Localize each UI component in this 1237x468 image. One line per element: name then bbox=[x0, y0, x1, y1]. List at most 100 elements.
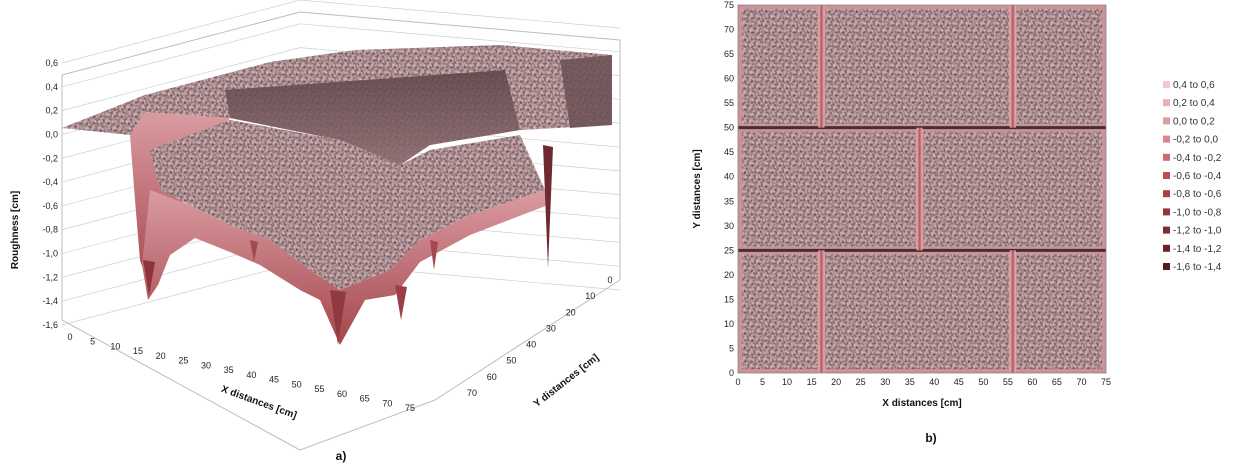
x-tick-label: 35 bbox=[905, 377, 915, 387]
y-tick-label: 0 bbox=[607, 275, 612, 285]
floor-frame bbox=[299, 279, 621, 451]
legend-swatch bbox=[1163, 263, 1170, 270]
x-tick-label: 15 bbox=[133, 346, 143, 356]
x-tick-label: 0 bbox=[67, 332, 72, 342]
z-tick-label: 0,0 bbox=[45, 129, 58, 139]
y-tick-label: 40 bbox=[724, 172, 734, 182]
z-tick-label: -1,4 bbox=[42, 296, 58, 306]
y-tick-label: 15 bbox=[724, 294, 734, 304]
heatmap-frame bbox=[737, 4, 1107, 374]
z-tick-label: -0,8 bbox=[42, 225, 58, 235]
x-tick-label: 40 bbox=[246, 370, 256, 380]
legend-swatch bbox=[1163, 172, 1170, 179]
y-axis-ticks: 0 10 20 30 40 50 60 70 bbox=[467, 275, 613, 398]
x-tick-label: 25 bbox=[856, 377, 866, 387]
z-gridline bbox=[299, 0, 621, 29]
z-tick-label: -0,6 bbox=[42, 201, 58, 211]
legend-label: -1,6 to -1,4 bbox=[1173, 262, 1222, 273]
z-tick-label: -1,2 bbox=[42, 272, 58, 282]
x-tick-label: 60 bbox=[337, 389, 347, 399]
x-tick-label: 45 bbox=[954, 377, 964, 387]
vertical-joint bbox=[818, 250, 825, 373]
y-tick-label: 65 bbox=[724, 49, 734, 59]
z-axis-label: Roughness [cm] bbox=[10, 191, 21, 269]
y-tick-label: 50 bbox=[506, 356, 516, 366]
y-tick-label: 20 bbox=[724, 270, 734, 280]
legend-swatch bbox=[1163, 190, 1170, 198]
legend-label: -1,2 to -1,0 bbox=[1173, 226, 1222, 237]
legend-label: -1,4 to -1,2 bbox=[1173, 244, 1222, 255]
x-tick-label: 55 bbox=[314, 384, 324, 394]
y-tick-label: 70 bbox=[724, 25, 734, 35]
y-tick-label: 70 bbox=[467, 388, 477, 398]
z-tick-label: 0,6 bbox=[45, 58, 58, 68]
legend-swatch bbox=[1163, 153, 1170, 161]
z-tick-label: -0,2 bbox=[42, 153, 58, 163]
z-tick-label: -1,6 bbox=[42, 320, 58, 330]
heatmap-plot: 0 5 10 15 20 25 30 35 40 45 50 55 60 65 70 75 0 5 10 15 20 2… bbox=[692, 0, 1222, 445]
y-tick-label: 5 bbox=[729, 343, 734, 353]
x-tick-label: 0 bbox=[735, 377, 740, 387]
legend: 0,4 to 0,6 0,2 to 0,4 0,0 to 0,2 -0,2 to 0,… bbox=[1163, 80, 1222, 273]
legend-label: -1,0 to -0,8 bbox=[1173, 207, 1222, 218]
legend-label: -0,6 to -0,4 bbox=[1173, 171, 1222, 182]
x-tick-label: 35 bbox=[224, 365, 234, 375]
legend-swatch bbox=[1163, 244, 1170, 252]
back-wall-frame bbox=[61, 11, 621, 76]
x-tick-label: 5 bbox=[90, 337, 95, 347]
x-tick-label: 15 bbox=[807, 377, 817, 387]
y-tick-label: 30 bbox=[546, 323, 556, 333]
stone-texture bbox=[1016, 254, 1103, 370]
legend-swatch bbox=[1163, 99, 1170, 107]
vertical-joint bbox=[916, 127, 923, 251]
legend-label: 0,2 to 0,4 bbox=[1173, 98, 1215, 109]
vertical-joint bbox=[1009, 5, 1016, 128]
panel-label-a: a) bbox=[336, 449, 347, 463]
x-tick-label: 10 bbox=[110, 341, 120, 351]
x-axis-ticks: 0 5 10 15 20 25 30 35 40 45 50 55 60 65 70 75 bbox=[735, 377, 1111, 387]
y-tick-label: 45 bbox=[724, 147, 734, 157]
legend-swatch bbox=[1163, 135, 1170, 143]
z-tick-label: -0,4 bbox=[42, 177, 58, 187]
x-tick-label: 70 bbox=[1076, 377, 1086, 387]
z-gridline bbox=[61, 23, 301, 88]
y-tick-label: 40 bbox=[526, 340, 536, 350]
y-tick-label: 35 bbox=[724, 196, 734, 206]
z-gridline bbox=[61, 0, 301, 64]
z-gridline bbox=[61, 47, 301, 111]
y-axis-label: Y distances [cm] bbox=[692, 149, 703, 228]
y-tick-label: 30 bbox=[724, 221, 734, 231]
mortar-joints bbox=[738, 5, 1106, 373]
x-tick-label: 60 bbox=[1027, 377, 1037, 387]
x-axis-label: X distances [cm] bbox=[220, 384, 298, 422]
y-tick-label: 25 bbox=[724, 245, 734, 255]
vertical-joint bbox=[818, 5, 825, 128]
x-tick-label: 20 bbox=[156, 351, 166, 361]
x-axis-ticks: 0 5 10 15 20 25 30 35 40 45 50 55 60 65 70 75 bbox=[67, 332, 415, 413]
legend-label: -0,2 to 0,0 bbox=[1173, 135, 1218, 146]
stone-texture bbox=[825, 8, 1009, 124]
x-tick-label: 55 bbox=[1003, 377, 1013, 387]
y-tick-label: 55 bbox=[724, 98, 734, 108]
y-tick-label: 10 bbox=[724, 319, 734, 329]
legend-swatch bbox=[1163, 226, 1170, 234]
legend-swatch bbox=[1163, 117, 1170, 125]
y-tick-label: 50 bbox=[724, 123, 734, 133]
x-tick-label: 25 bbox=[178, 356, 188, 366]
left-wall-frame bbox=[61, 75, 301, 451]
x-tick-label: 75 bbox=[405, 403, 415, 413]
stone-texture bbox=[923, 131, 1103, 247]
stone-blocks bbox=[741, 8, 1103, 370]
y-axis-label: Y distances [cm] bbox=[532, 352, 601, 409]
x-tick-label: 5 bbox=[760, 377, 765, 387]
z-gridline bbox=[61, 261, 301, 326]
legend-label: 0,4 to 0,6 bbox=[1173, 80, 1215, 91]
x-tick-label: 50 bbox=[292, 379, 302, 389]
surface-plot-3d: 0,6 0,4 0,2 0,0 -0,2 -0,4 -0,6 -0,8 -1,0 -1,2 -1,4… bbox=[10, 0, 621, 463]
stone-texture bbox=[825, 254, 1009, 370]
roughness-surface bbox=[62, 45, 612, 345]
legend-label: 0,0 to 0,2 bbox=[1173, 116, 1215, 127]
y-tick-label: 60 bbox=[724, 74, 734, 84]
y-tick-label: 10 bbox=[585, 291, 595, 301]
